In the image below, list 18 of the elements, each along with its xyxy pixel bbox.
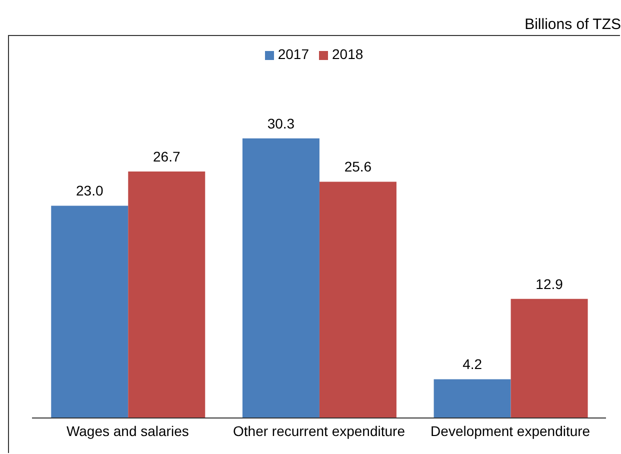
- x-tick-label: Other recurrent expenditure: [233, 422, 406, 439]
- x-tick-label: Wages and salaries: [66, 422, 189, 439]
- bar: [242, 138, 320, 418]
- data-label: 26.7: [153, 148, 180, 165]
- data-label: 4.2: [462, 356, 482, 372]
- bar: [434, 379, 511, 418]
- bar: [128, 172, 206, 418]
- data-label: 30.3: [267, 115, 295, 132]
- bar: [319, 182, 396, 418]
- x-tick-label: Development expenditure: [430, 422, 590, 439]
- bar: [510, 298, 588, 418]
- text: Billions of TZS: [524, 16, 621, 33]
- data-label: 23.0: [76, 182, 104, 199]
- data-label: 25.6: [344, 158, 372, 175]
- legend-label: 2017: [278, 46, 309, 62]
- legend-label: 2018: [332, 46, 364, 62]
- bar: [51, 206, 128, 418]
- data-label: 12.9: [536, 276, 564, 292]
